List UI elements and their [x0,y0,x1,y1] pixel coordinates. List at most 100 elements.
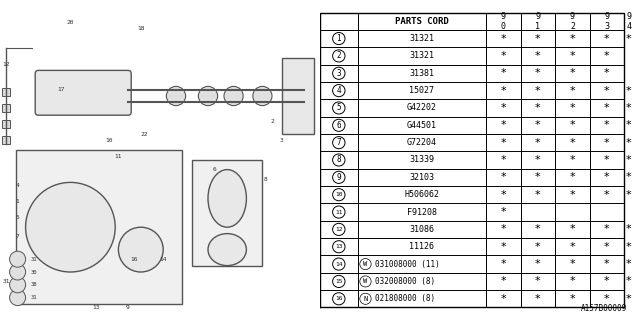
Text: 3: 3 [337,69,341,78]
Text: *: * [570,190,575,200]
Text: H506062: H506062 [404,190,440,199]
Text: G44501: G44501 [407,121,437,130]
Text: *: * [570,86,575,96]
Text: *: * [500,276,506,286]
Text: *: * [500,103,506,113]
Text: *: * [570,294,575,304]
FancyBboxPatch shape [192,160,262,266]
Text: 16: 16 [335,296,342,301]
Text: *: * [626,34,632,44]
Text: *: * [570,259,575,269]
Text: *: * [626,103,632,113]
Text: *: * [500,138,506,148]
Text: *: * [535,34,541,44]
Text: *: * [500,190,506,200]
Text: *: * [604,190,610,200]
Circle shape [333,84,345,97]
Circle shape [333,119,345,132]
FancyBboxPatch shape [35,70,131,115]
Text: 9
0: 9 0 [501,12,506,31]
Text: *: * [604,86,610,96]
Text: *: * [604,242,610,252]
Text: 31086: 31086 [410,225,435,234]
Circle shape [333,223,345,236]
Text: 9: 9 [126,305,130,310]
Text: 12: 12 [3,61,10,67]
Text: *: * [535,294,541,304]
Text: *: * [500,172,506,182]
Text: 12: 12 [335,227,342,232]
Text: *: * [500,259,506,269]
Text: *: * [500,86,506,96]
Text: 13: 13 [92,305,100,310]
Text: *: * [604,51,610,61]
Text: *: * [570,242,575,252]
Text: *: * [604,259,610,269]
Text: 31381: 31381 [410,69,435,78]
Text: 7: 7 [16,234,19,239]
Text: 22: 22 [140,132,148,137]
Circle shape [333,293,345,305]
Text: *: * [500,224,506,234]
Text: *: * [535,120,541,130]
FancyBboxPatch shape [282,58,314,134]
Text: *: * [500,242,506,252]
Text: *: * [604,155,610,165]
FancyBboxPatch shape [2,136,10,144]
Text: *: * [626,155,632,165]
Text: 20: 20 [67,20,74,25]
Circle shape [166,86,186,106]
FancyBboxPatch shape [2,88,10,96]
Text: W: W [364,261,367,267]
Text: W: W [364,278,367,284]
Circle shape [333,171,345,183]
Text: *: * [535,86,541,96]
Circle shape [333,276,345,287]
Text: *: * [570,51,575,61]
Text: 031008000 (11): 031008000 (11) [375,260,440,268]
Text: 9: 9 [337,173,341,182]
Circle shape [198,86,218,106]
Text: *: * [604,103,610,113]
Text: 4: 4 [337,86,341,95]
Circle shape [118,227,163,272]
Text: 1: 1 [337,34,341,43]
Text: 30: 30 [31,269,37,275]
Text: PARTS CORD: PARTS CORD [395,17,449,26]
Text: 18: 18 [137,26,145,31]
Text: *: * [535,242,541,252]
Text: 13: 13 [335,244,342,249]
Text: 10: 10 [335,192,342,197]
Text: *: * [604,34,610,44]
Text: 14: 14 [159,257,167,262]
Text: 6: 6 [337,121,341,130]
Text: 32103: 32103 [410,173,435,182]
Text: *: * [535,138,541,148]
Text: *: * [570,155,575,165]
Text: 8: 8 [337,156,341,164]
Text: *: * [604,120,610,130]
Text: F91208: F91208 [407,208,437,217]
Circle shape [360,276,371,287]
Text: *: * [535,172,541,182]
Text: *: * [626,224,632,234]
Text: A157B00009: A157B00009 [581,304,627,313]
FancyBboxPatch shape [2,120,10,128]
Text: *: * [535,103,541,113]
Text: 31: 31 [31,257,37,262]
Circle shape [253,86,272,106]
Text: *: * [500,34,506,44]
Text: *: * [604,172,610,182]
Text: *: * [570,103,575,113]
Circle shape [333,154,345,166]
Circle shape [333,188,345,201]
Text: G72204: G72204 [407,138,437,147]
Text: *: * [604,138,610,148]
Text: 9
4: 9 4 [627,12,632,31]
Text: 11: 11 [335,210,342,214]
Circle shape [333,258,345,270]
Circle shape [10,277,26,293]
Text: *: * [535,259,541,269]
Text: 1: 1 [16,199,19,204]
Circle shape [26,182,115,272]
